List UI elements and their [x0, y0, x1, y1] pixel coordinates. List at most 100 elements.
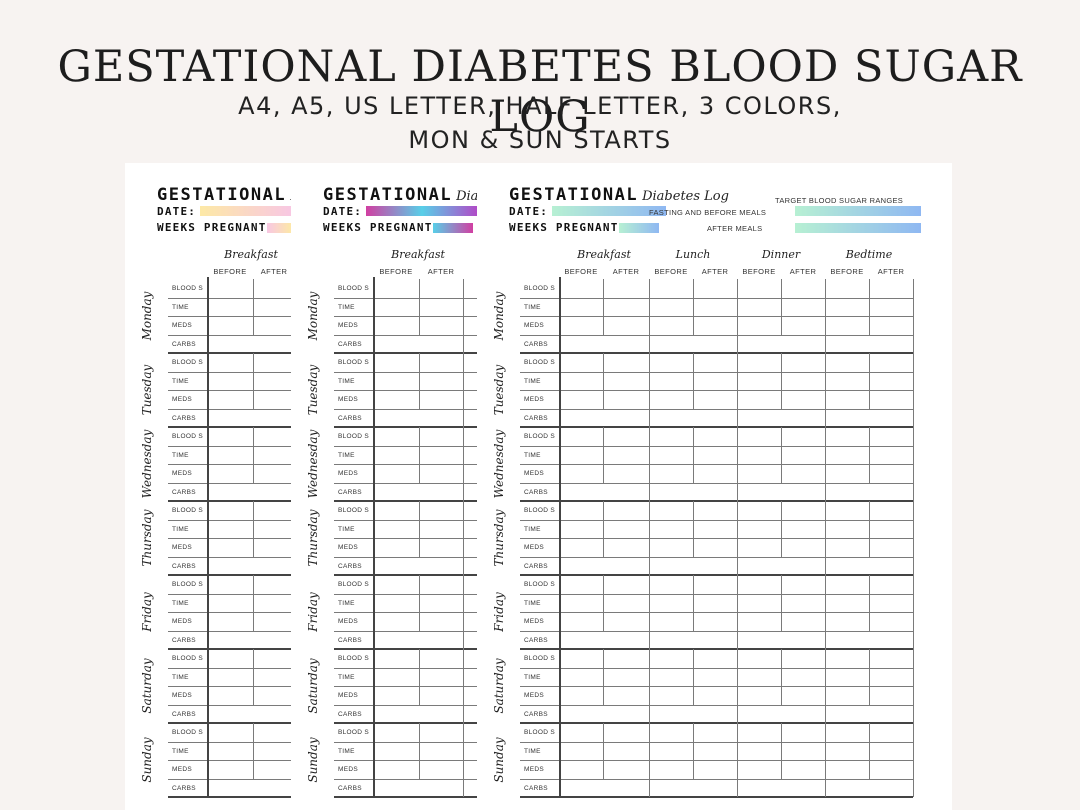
weeks-pregnant-field[interactable]	[433, 223, 473, 233]
log-cell[interactable]	[649, 353, 693, 372]
log-cell[interactable]	[419, 723, 463, 742]
log-cell[interactable]	[781, 446, 825, 465]
log-cell[interactable]	[603, 594, 649, 613]
log-cell[interactable]	[419, 742, 463, 761]
log-cell[interactable]	[825, 372, 869, 391]
log-cell[interactable]	[559, 649, 603, 668]
log-cell[interactable]	[463, 668, 478, 687]
log-cell[interactable]	[603, 760, 649, 779]
log-cell[interactable]	[737, 779, 825, 798]
log-cell[interactable]	[737, 446, 781, 465]
log-cell[interactable]	[559, 760, 603, 779]
log-cell[interactable]	[207, 668, 253, 687]
log-cell[interactable]	[419, 298, 463, 317]
log-cell[interactable]	[419, 686, 463, 705]
log-cell[interactable]	[207, 612, 253, 631]
weeks-pregnant-field[interactable]	[619, 223, 659, 233]
log-cell[interactable]	[419, 501, 463, 520]
log-cell[interactable]	[463, 557, 478, 576]
log-cell[interactable]	[781, 760, 825, 779]
log-cell[interactable]	[373, 723, 419, 742]
log-cell[interactable]	[737, 483, 825, 502]
log-cell[interactable]	[463, 742, 478, 761]
log-cell[interactable]	[463, 372, 478, 391]
log-cell[interactable]	[207, 705, 292, 724]
log-cell[interactable]	[373, 649, 419, 668]
log-cell[interactable]	[253, 279, 292, 298]
log-cell[interactable]	[419, 390, 463, 409]
log-cell[interactable]	[781, 668, 825, 687]
log-cell[interactable]	[869, 575, 913, 594]
log-cell[interactable]	[253, 372, 292, 391]
log-cell[interactable]	[693, 538, 737, 557]
log-cell[interactable]	[869, 390, 913, 409]
log-cell[interactable]	[737, 316, 781, 335]
log-cell[interactable]	[603, 686, 649, 705]
log-cell[interactable]	[603, 538, 649, 557]
log-cell[interactable]	[825, 779, 913, 798]
log-cell[interactable]	[559, 594, 603, 613]
log-cell[interactable]	[825, 353, 869, 372]
log-cell[interactable]	[419, 538, 463, 557]
log-cell[interactable]	[253, 575, 292, 594]
log-cell[interactable]	[603, 464, 649, 483]
log-cell[interactable]	[693, 390, 737, 409]
log-cell[interactable]	[737, 575, 781, 594]
log-cell[interactable]	[781, 594, 825, 613]
log-cell[interactable]	[693, 723, 737, 742]
log-cell[interactable]	[559, 520, 603, 539]
log-cell[interactable]	[463, 649, 478, 668]
log-cell[interactable]	[207, 575, 253, 594]
log-cell[interactable]	[693, 372, 737, 391]
log-cell[interactable]	[463, 390, 478, 409]
log-cell[interactable]	[869, 520, 913, 539]
log-cell[interactable]	[781, 538, 825, 557]
log-cell[interactable]	[869, 353, 913, 372]
log-cell[interactable]	[825, 427, 869, 446]
log-cell[interactable]	[825, 705, 913, 724]
log-cell[interactable]	[869, 298, 913, 317]
log-cell[interactable]	[649, 520, 693, 539]
log-cell[interactable]	[693, 353, 737, 372]
log-cell[interactable]	[649, 760, 693, 779]
log-cell[interactable]	[559, 372, 603, 391]
log-cell[interactable]	[649, 446, 693, 465]
log-cell[interactable]	[737, 353, 781, 372]
log-cell[interactable]	[463, 575, 478, 594]
log-cell[interactable]	[419, 594, 463, 613]
log-cell[interactable]	[559, 353, 603, 372]
log-cell[interactable]	[463, 409, 478, 428]
log-cell[interactable]	[649, 538, 693, 557]
log-cell[interactable]	[737, 390, 781, 409]
log-cell[interactable]	[649, 631, 737, 650]
log-cell[interactable]	[737, 742, 781, 761]
log-cell[interactable]	[603, 298, 649, 317]
log-cell[interactable]	[373, 760, 419, 779]
log-cell[interactable]	[737, 686, 781, 705]
log-cell[interactable]	[207, 483, 292, 502]
log-cell[interactable]	[737, 631, 825, 650]
log-cell[interactable]	[693, 279, 737, 298]
log-cell[interactable]	[559, 279, 603, 298]
log-cell[interactable]	[737, 464, 781, 483]
log-cell[interactable]	[463, 705, 478, 724]
log-cell[interactable]	[463, 335, 478, 354]
log-cell[interactable]	[693, 668, 737, 687]
log-cell[interactable]	[207, 594, 253, 613]
log-cell[interactable]	[463, 723, 478, 742]
fasting-range-field[interactable]	[795, 206, 921, 216]
log-cell[interactable]	[253, 353, 292, 372]
log-cell[interactable]	[737, 427, 781, 446]
log-cell[interactable]	[781, 575, 825, 594]
log-cell[interactable]	[207, 335, 292, 354]
log-cell[interactable]	[373, 612, 419, 631]
log-cell[interactable]	[869, 316, 913, 335]
log-cell[interactable]	[869, 427, 913, 446]
log-cell[interactable]	[373, 316, 419, 335]
log-cell[interactable]	[253, 649, 292, 668]
log-cell[interactable]	[419, 612, 463, 631]
log-cell[interactable]	[649, 557, 737, 576]
log-cell[interactable]	[603, 668, 649, 687]
log-cell[interactable]	[253, 723, 292, 742]
log-cell[interactable]	[869, 446, 913, 465]
